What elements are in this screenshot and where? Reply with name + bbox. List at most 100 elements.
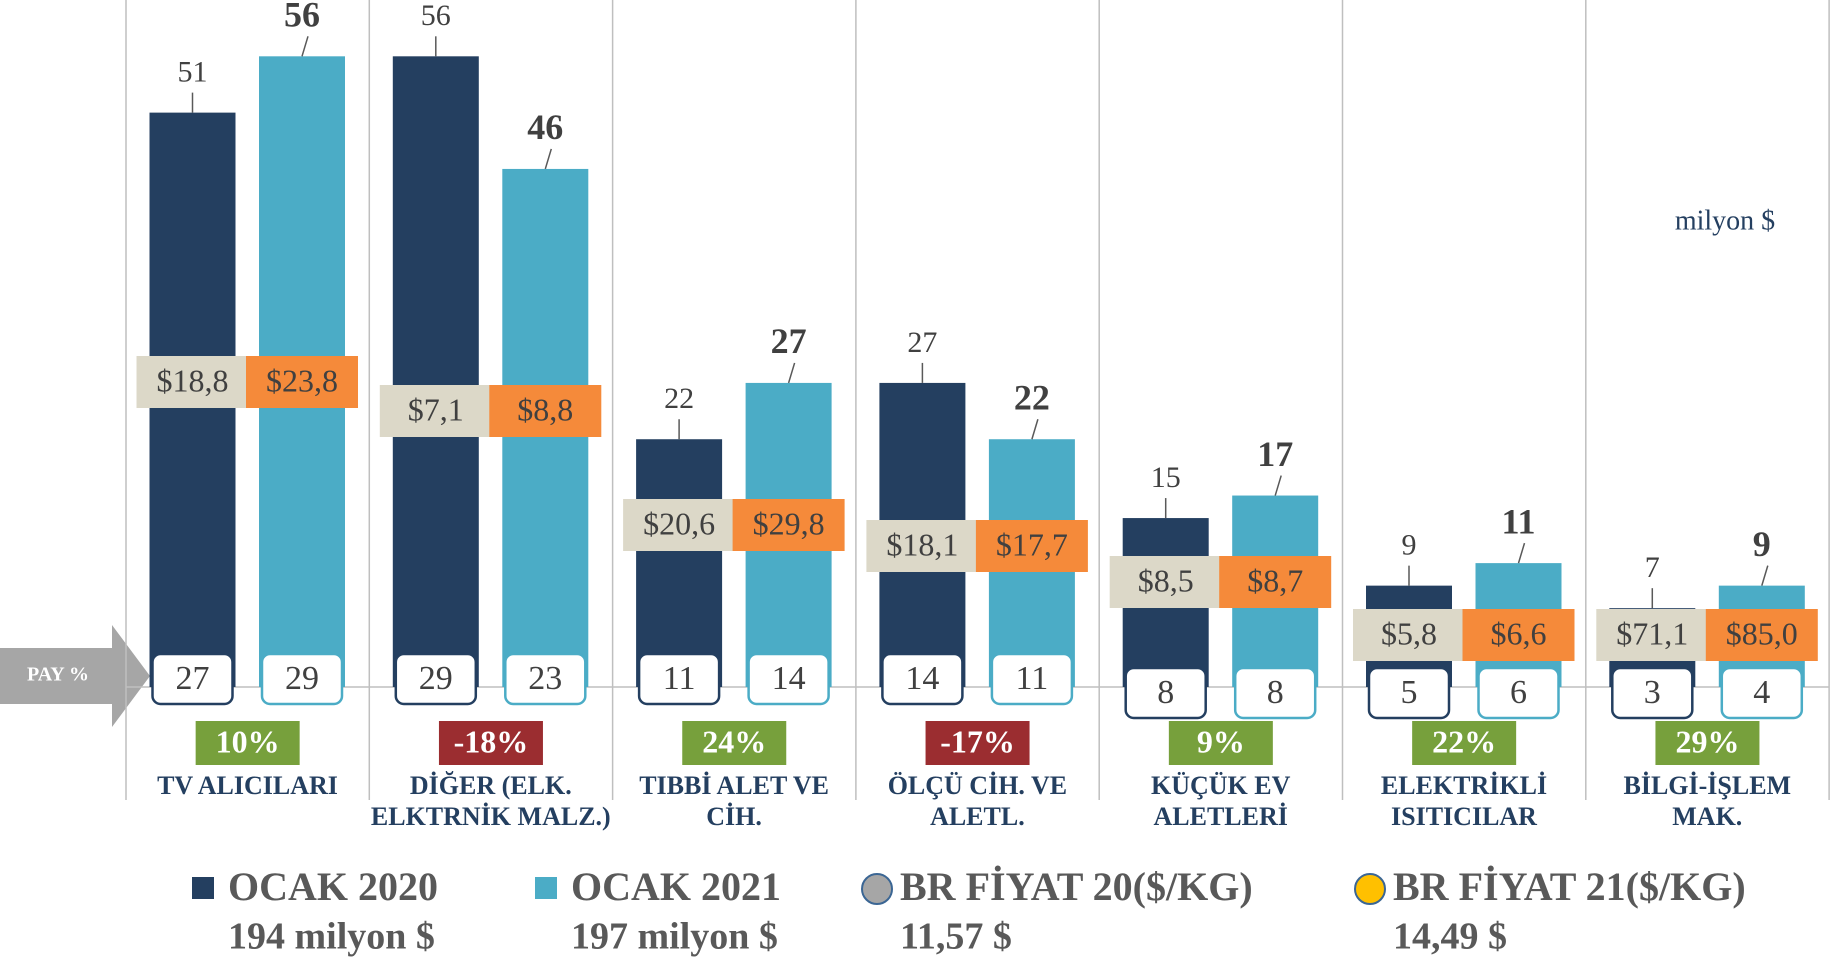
leader-line (1761, 565, 1769, 586)
value-label: 7 (1645, 551, 1660, 584)
share-label: 5 (1401, 674, 1418, 711)
share-box (1233, 666, 1317, 720)
price-tag (1705, 609, 1818, 661)
value-label: 9 (1402, 529, 1417, 562)
legend-label: OCAK 2020 (228, 864, 438, 909)
value-label: 17 (1257, 434, 1293, 474)
value-label: 56 (421, 0, 451, 32)
price-tag (623, 499, 736, 551)
price-label: $8,7 (1247, 562, 1303, 598)
share-label: 29 (285, 660, 319, 697)
change-box (1412, 721, 1517, 765)
change-label: 22% (1432, 723, 1496, 759)
leader-line (1031, 419, 1039, 440)
bar (636, 439, 723, 687)
price-label: $29,8 (753, 505, 825, 541)
value-label: 15 (1151, 461, 1181, 494)
pay-arrow (0, 625, 150, 727)
share-label: 23 (528, 660, 562, 697)
change-label: 10% (216, 723, 280, 759)
change-box (438, 721, 543, 765)
price-label: $20,6 (643, 505, 715, 541)
price-label: $71,1 (1616, 615, 1688, 651)
share-label: 14 (772, 660, 806, 697)
share-label: 11 (663, 660, 696, 697)
price-label: $6,6 (1491, 615, 1547, 651)
share-label: 29 (419, 660, 453, 697)
category-label: TIBBİ ALET VE CİH. (639, 771, 829, 831)
share-box (151, 652, 234, 706)
value-label: 56 (284, 0, 320, 35)
price-label: $17,7 (996, 526, 1068, 562)
price-label: $5,8 (1381, 615, 1437, 651)
bar (392, 56, 479, 688)
share-box (990, 652, 1074, 706)
legend-sublabel: 11,57 $ (900, 916, 1012, 958)
share-box (1477, 666, 1560, 720)
price-tag (136, 356, 249, 408)
price-tag (1353, 609, 1465, 661)
share-box (260, 652, 344, 706)
category-label: BİLGİ-İŞLEM MAK. (1623, 771, 1792, 831)
price-label: $85,0 (1726, 615, 1798, 651)
legend-sublabel: 14,49 $ (1393, 916, 1507, 958)
change-label: 9% (1197, 723, 1245, 759)
leader-line (1274, 475, 1282, 496)
category-label: TV ALICILARI (157, 771, 338, 800)
legend-sublabel: 197 milyon $ (571, 916, 778, 958)
value-label: 27 (771, 321, 807, 361)
share-label: 8 (1157, 674, 1174, 711)
share-label: 6 (1510, 674, 1527, 711)
change-box (195, 721, 300, 765)
legend-label: OCAK 2021 (571, 864, 781, 909)
price-tag (1109, 556, 1222, 608)
share-box (1720, 666, 1804, 720)
price-tag (1596, 609, 1709, 661)
share-box (1124, 666, 1207, 720)
leader-line (1517, 542, 1526, 564)
share-label: 3 (1644, 674, 1661, 711)
price-tag (732, 499, 845, 551)
price-label: $18,8 (157, 362, 229, 398)
price-tag (1462, 609, 1575, 661)
change-label: 24% (702, 723, 766, 759)
share-box (637, 652, 721, 706)
value-label: 22 (1014, 377, 1050, 417)
share-label: 11 (1016, 660, 1049, 697)
category-label: ÖLÇÜ CİH. VE ALETL. (887, 771, 1068, 831)
leader-line (544, 148, 553, 170)
leader-line (301, 36, 309, 57)
price-label: $8,8 (517, 391, 573, 427)
change-label: 29% (1675, 723, 1739, 759)
price-tag (975, 520, 1088, 572)
share-label: 27 (176, 660, 210, 697)
share-box (881, 652, 964, 706)
category-label: DİĞER (ELK. ELKTRNİK MALZ.) (370, 771, 611, 831)
change-box (1168, 721, 1273, 765)
price-tag (379, 385, 492, 437)
legend-swatch (535, 877, 557, 899)
legend-label: BR FİYAT 21($/KG) (1393, 864, 1746, 909)
share-label: 4 (1753, 674, 1770, 711)
leader-line (787, 362, 796, 384)
value-label: 51 (178, 56, 208, 89)
change-box (925, 721, 1030, 765)
value-label: 22 (664, 382, 694, 415)
legend-swatch (861, 873, 893, 905)
share-box (504, 652, 587, 706)
share-box (1367, 666, 1451, 720)
annotation: milyon $ (1675, 205, 1775, 236)
price-tag (866, 520, 979, 572)
legend-swatch (1354, 873, 1386, 905)
value-label: 11 (1501, 501, 1535, 541)
axis-label: PAY % (27, 664, 89, 686)
legend-sublabel: 194 milyon $ (228, 916, 435, 958)
category-label: KÜÇÜK EV ALETLERİ (1150, 771, 1291, 831)
price-label: $8,5 (1138, 562, 1194, 598)
change-box (682, 721, 787, 765)
change-label: -17% (940, 723, 1015, 759)
price-tag (489, 385, 602, 437)
share-box (1611, 666, 1694, 720)
